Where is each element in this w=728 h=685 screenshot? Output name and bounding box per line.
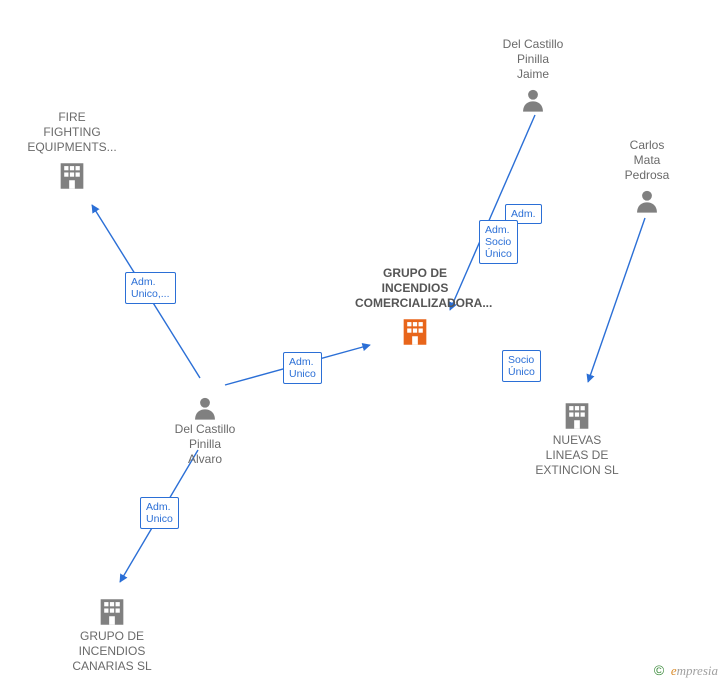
node-grupo_canarias[interactable]: GRUPO DEINCENDIOSCANARIAS SL (52, 591, 172, 674)
node-label: CarlosMataPedrosa (587, 138, 707, 183)
building-icon (517, 399, 637, 433)
node-grupo_incendios_com[interactable]: GRUPO DEINCENDIOSCOMERCIALIZADORA... (355, 266, 475, 349)
building-icon (355, 315, 475, 349)
node-label: GRUPO DEINCENDIOSCOMERCIALIZADORA... (355, 266, 475, 311)
node-label: Del CastilloPinillaJaime (473, 37, 593, 82)
person-icon (473, 86, 593, 114)
building-icon (12, 159, 132, 193)
diagram-canvas: FIREFIGHTINGEQUIPMENTS... Del CastilloPi… (0, 0, 728, 685)
node-carlos[interactable]: CarlosMataPedrosa (587, 138, 707, 215)
node-label: FIREFIGHTINGEQUIPMENTS... (12, 110, 132, 155)
node-nuevas_lineas[interactable]: NUEVASLINEAS DEEXTINCION SL (517, 395, 637, 478)
person-icon (145, 394, 265, 422)
edge-label: Adm. Unico,... (125, 272, 176, 304)
node-label: GRUPO DEINCENDIOSCANARIAS SL (52, 629, 172, 674)
edge-line (588, 218, 645, 382)
brand-name: empresia (671, 663, 718, 678)
edge-label: Socio Único (502, 350, 541, 382)
edge-label: Adm. Unico (283, 352, 322, 384)
node-label: Del CastilloPinillaAlvaro (145, 422, 265, 467)
edge-label: Adm. Unico (140, 497, 179, 529)
node-alvaro[interactable]: Del CastilloPinillaAlvaro (145, 390, 265, 467)
node-jaime[interactable]: Del CastilloPinillaJaime (473, 37, 593, 114)
node-fire_fighting[interactable]: FIREFIGHTINGEQUIPMENTS... (12, 110, 132, 193)
building-icon (52, 595, 172, 629)
copyright-symbol: © (654, 662, 664, 678)
node-label: NUEVASLINEAS DEEXTINCION SL (517, 433, 637, 478)
person-icon (587, 187, 707, 215)
edge-label: Adm. Socio Único (479, 220, 518, 264)
watermark: © empresia (654, 662, 718, 679)
